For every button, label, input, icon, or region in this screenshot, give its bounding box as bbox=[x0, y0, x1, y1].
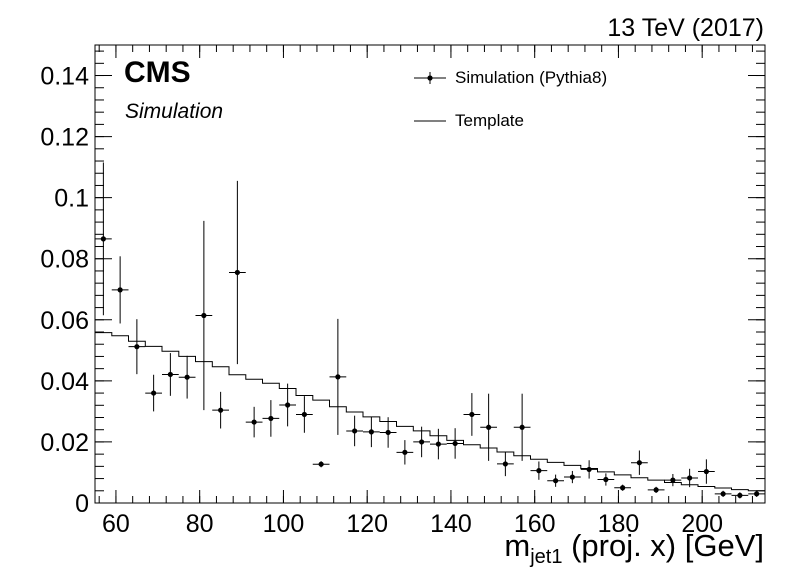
data-point bbox=[167, 371, 173, 378]
data-point bbox=[201, 312, 207, 319]
x-axis-label-main: m bbox=[504, 528, 531, 563]
data-point bbox=[586, 466, 592, 473]
data-point bbox=[737, 492, 743, 498]
x-tick-label: 140 bbox=[430, 510, 472, 538]
x-axis-label-rest: (proj. x) [GeV] bbox=[562, 528, 764, 563]
data-point bbox=[419, 439, 425, 445]
data-point bbox=[519, 424, 525, 430]
x-tick-label: 200 bbox=[681, 510, 723, 538]
x-axis-label: mjet1 (proj. x) [GeV] bbox=[504, 528, 764, 569]
data-point bbox=[435, 441, 441, 447]
data-point bbox=[553, 478, 559, 484]
data-point bbox=[117, 287, 123, 293]
x-tick-label: 100 bbox=[263, 510, 305, 538]
data-point bbox=[184, 374, 190, 380]
template-step-line bbox=[95, 332, 765, 492]
data-point bbox=[536, 468, 542, 474]
data-point bbox=[100, 236, 106, 242]
y-tick-label: 0.12 bbox=[40, 124, 89, 152]
x-tick-label: 180 bbox=[598, 510, 640, 538]
data-point bbox=[318, 461, 324, 467]
legend-label-simulation: Simulation (Pythia8) bbox=[455, 68, 608, 87]
data-point bbox=[703, 468, 709, 475]
legend-label-template: Template bbox=[455, 111, 524, 130]
data-point bbox=[385, 429, 391, 436]
y-tick-label: 0.14 bbox=[40, 63, 89, 91]
data-point bbox=[687, 475, 693, 481]
data-point bbox=[151, 390, 157, 396]
data-point bbox=[134, 344, 140, 350]
data-point bbox=[268, 415, 274, 422]
data-point bbox=[285, 402, 291, 408]
data-point bbox=[502, 461, 508, 467]
x-axis-label-sub: jet1 bbox=[530, 546, 563, 568]
data-point bbox=[368, 429, 374, 435]
y-tick-label: 0.1 bbox=[54, 185, 89, 213]
data-point bbox=[754, 491, 760, 497]
data-point bbox=[402, 449, 408, 455]
simulation-label: Simulation bbox=[125, 100, 224, 123]
x-tick-label: 120 bbox=[346, 510, 388, 538]
data-point bbox=[218, 407, 224, 413]
legend-marker-point-simulation bbox=[427, 75, 433, 81]
data-point bbox=[653, 487, 659, 493]
data-point bbox=[469, 411, 475, 418]
y-tick-label: 0.06 bbox=[40, 307, 89, 335]
data-point bbox=[720, 491, 726, 497]
data-point bbox=[636, 460, 642, 466]
x-tick-label: 60 bbox=[102, 510, 130, 538]
data-point bbox=[452, 440, 458, 447]
data-point bbox=[603, 476, 609, 483]
data-point bbox=[301, 411, 307, 418]
plot-frame bbox=[94, 44, 766, 504]
y-tick-label: 0.08 bbox=[40, 246, 89, 274]
data-point bbox=[234, 269, 240, 276]
x-tick-label: 80 bbox=[186, 510, 214, 538]
y-tick-label: 0.04 bbox=[40, 368, 89, 396]
x-tick-label: 160 bbox=[514, 510, 556, 538]
y-tick-label: 0.02 bbox=[40, 429, 89, 457]
data-point bbox=[251, 419, 257, 425]
y-tick-label: 0 bbox=[75, 490, 89, 518]
cms-label: CMS bbox=[124, 56, 191, 89]
luminosity-label: 13 TeV (2017) bbox=[607, 14, 764, 42]
data-point bbox=[335, 374, 341, 380]
data-point bbox=[569, 474, 575, 480]
data-point bbox=[620, 485, 626, 491]
data-point bbox=[486, 424, 492, 430]
data-point bbox=[670, 477, 676, 483]
data-point bbox=[352, 428, 358, 434]
